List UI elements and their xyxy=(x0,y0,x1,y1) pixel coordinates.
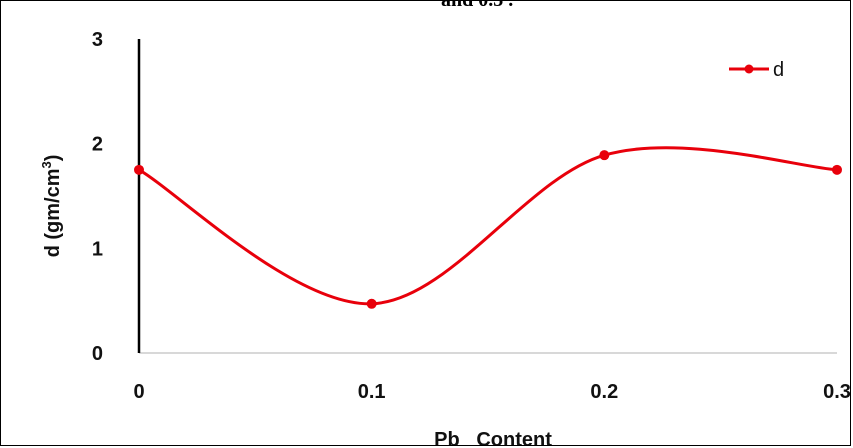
axes xyxy=(137,39,837,354)
x-tick-label: 0.1 xyxy=(358,381,386,403)
data-point xyxy=(832,164,842,175)
y-axis-title: d (gm/cm3) xyxy=(39,155,64,258)
y-tick-labels: 0 1 2 3 xyxy=(92,29,103,365)
legend: d xyxy=(729,59,784,81)
legend-label: d xyxy=(773,59,784,81)
y-tick-label: 3 xyxy=(92,29,103,51)
x-tick-label: 0.2 xyxy=(590,381,618,403)
series-line-d xyxy=(138,146,838,306)
y-tick-label: 0 xyxy=(92,343,103,365)
data-point xyxy=(134,164,144,175)
data-point xyxy=(599,150,610,161)
cropped-caption-text: and 0.3 . xyxy=(441,0,514,11)
y-tick-label: 2 xyxy=(92,134,103,156)
data-point xyxy=(366,298,377,309)
x-tick-label: 0.3 xyxy=(823,381,851,403)
y-tick-label: 1 xyxy=(92,238,103,260)
legend-marker xyxy=(744,64,754,74)
x-axis-title: Pb Content xyxy=(434,429,552,446)
x-tick-label: 0 xyxy=(133,381,144,403)
series-layer xyxy=(134,146,842,309)
x-tick-labels: 0 0.1 0.2 0.3 xyxy=(133,381,850,403)
